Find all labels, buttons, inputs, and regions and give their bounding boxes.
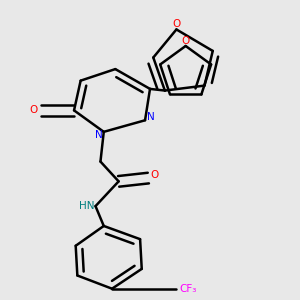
Text: O: O — [29, 105, 38, 116]
Text: N: N — [95, 130, 103, 140]
Text: N: N — [147, 112, 155, 122]
Text: O: O — [182, 36, 190, 46]
Text: HN: HN — [79, 201, 94, 211]
Text: O: O — [172, 19, 181, 28]
Text: O: O — [150, 170, 158, 180]
Text: CF₃: CF₃ — [180, 284, 197, 294]
